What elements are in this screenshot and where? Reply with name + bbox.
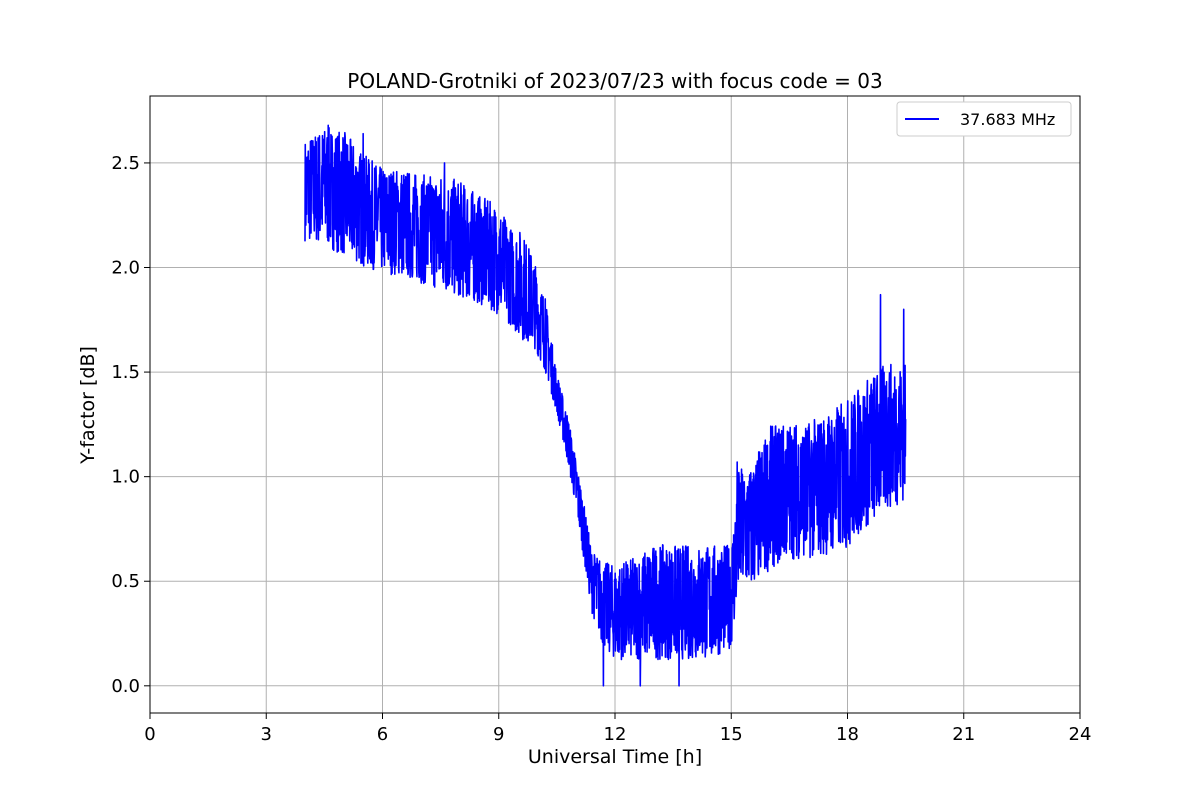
x-axis: 0 3 6 9 12 15 18 21 24 [144,713,1091,745]
y-tick-label: 1.5 [111,362,140,383]
x-tick-label: 15 [720,724,743,745]
x-tick-label: 24 [1069,724,1092,745]
x-tick-label: 3 [261,724,272,745]
y-tick-label: 1.0 [111,467,140,488]
legend: 37.683 MHz [896,101,1072,137]
x-tick-label: 21 [952,724,975,745]
y-axis: 0.0 0.5 1.0 1.5 2.0 2.5 [111,153,150,697]
legend-label: 37.683 MHz [960,110,1055,129]
x-tick-label: 6 [377,724,388,745]
y-tick-label: 0.5 [111,571,140,592]
y-tick-label: 2.0 [111,258,140,279]
y-axis-title: Y-factor [dB] [77,346,99,465]
x-axis-title: Universal Time [h] [528,746,702,768]
x-tick-label: 18 [836,724,859,745]
y-tick-label: 2.5 [111,153,140,174]
series-line [304,124,907,687]
legend-box [896,101,1072,137]
chart-title: POLAND-Grotniki of 2023/07/23 with focus… [347,69,882,93]
y-tick-label: 0.0 [111,676,140,697]
x-tick-label: 12 [604,724,627,745]
x-tick-label: 0 [144,724,155,745]
x-tick-label: 9 [493,724,504,745]
series-37683-mhz [304,124,907,687]
